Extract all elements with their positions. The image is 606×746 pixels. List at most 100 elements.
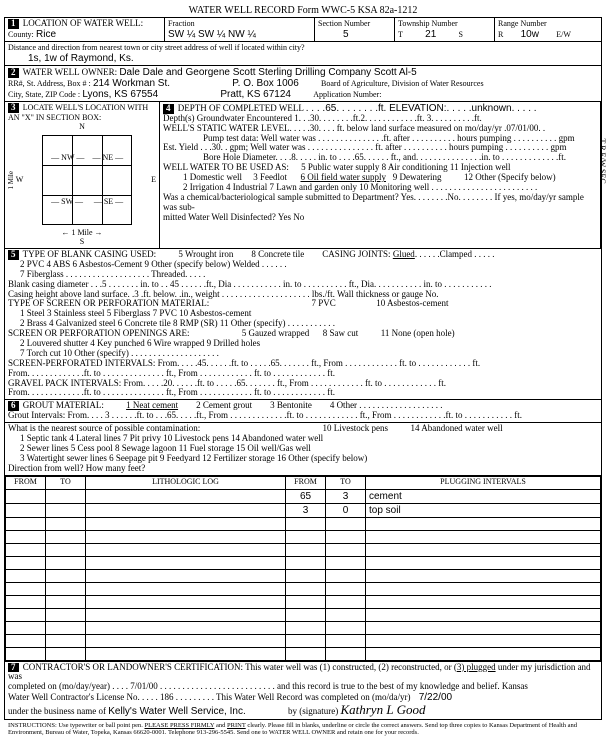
- log-row-1: 30top soil: [6, 503, 601, 517]
- signature: Kathryn L Good: [340, 702, 425, 717]
- section-val: 5: [343, 29, 349, 40]
- log-row-e3: [6, 543, 601, 556]
- grout-opts: 1 Neat cement 2 Cement grout 3 Bentonite…: [126, 400, 442, 410]
- sec4-label: DEPTH OF COMPLETED WELL: [178, 103, 304, 113]
- addr-val: 214 Workman St.: [93, 78, 170, 89]
- appnum-label: Application Number:: [313, 90, 381, 99]
- s5o1a: 5 Gauzed wrapped 8 Saw cut 11 None (open…: [242, 328, 455, 338]
- distance-label: Distance and direction from nearest town…: [8, 43, 305, 52]
- range-val: 10w: [521, 29, 539, 40]
- gravel: GRAVEL PACK INTERVALS: From. . . . .20. …: [8, 378, 446, 388]
- pt0: 3: [326, 489, 366, 503]
- plug-from-h: FROM: [286, 476, 326, 489]
- use-label: WELL WATER TO BE USED AS:: [163, 162, 289, 172]
- log-row-e9: [6, 621, 601, 634]
- plug-h: PLUGGING INTERVALS: [366, 476, 601, 489]
- chem: Was a chemical/bacteriological sample su…: [163, 192, 584, 212]
- pt1: 0: [326, 503, 366, 517]
- pf0: 65: [286, 489, 326, 503]
- section-label: Section Number: [318, 19, 370, 28]
- city-label: City, State, ZIP Code :: [8, 90, 80, 99]
- section-3-num: 3: [8, 103, 19, 113]
- height: Casing height above land surface. .3 .ft…: [8, 289, 438, 299]
- county-label: County:: [8, 30, 34, 39]
- section-5-num: 5: [8, 250, 19, 260]
- section-3-4-row: 3 LOCATE WELL'S LOCATION WITH AN "X" IN …: [4, 101, 602, 248]
- log-row-e4: [6, 556, 601, 569]
- section-1-num: 1: [8, 19, 19, 29]
- chem2: mitted Water Well Disinfected? Yes No: [163, 212, 304, 222]
- log-row-e7: [6, 595, 601, 608]
- township-val: 21: [425, 29, 436, 40]
- range-label: Range Number: [498, 19, 547, 28]
- board-val: Board of Agriculture, Division of Water …: [321, 79, 484, 88]
- distance-row: Distance and direction from nearest town…: [4, 41, 602, 65]
- s5o3: 7 Torch cut 10 Other (specify) . . . . .…: [20, 348, 219, 358]
- blank: Blank casing diameter . . .5 . . . . . .…: [8, 279, 491, 289]
- side-label: OFFICE USE ONLY T R E/W SEC: [597, 138, 606, 211]
- section-2-row: 2 WATER WELL OWNER: Dale Dale and George…: [4, 65, 602, 101]
- log-row-0: 653cement: [6, 489, 601, 503]
- screen-label: TYPE OF SCREEN OR PERFORATION MATERIAL:: [8, 298, 209, 308]
- perf2: From. . . . . . . . . . . . .ft. to . . …: [8, 368, 335, 378]
- log-row-e: [6, 517, 601, 530]
- county-val: Rice: [36, 29, 56, 40]
- s5o2: 2 Louvered shutter 4 Key punched 6 Wire …: [20, 338, 260, 348]
- distance-val: 1s, 1w of Raymond, Ks.: [28, 53, 134, 64]
- s5s1: 1 Steel 3 Stainless steel 5 Fiberglass 7…: [20, 308, 251, 318]
- sec1-label: LOCATION OF WATER WELL:: [23, 18, 143, 28]
- sec3-label: LOCATE WELL'S LOCATION WITH AN "X" IN SE…: [8, 103, 148, 122]
- township-s: S: [459, 30, 463, 39]
- sec6-label: GROUT MATERIAL:: [23, 400, 104, 410]
- c1: 1 Septic tank 4 Lateral lines 7 Pit priv…: [20, 433, 323, 443]
- pump: Pump test data: Well water was . . . . .…: [203, 133, 575, 143]
- biz: Kelly's Water Well Service, Inc.: [108, 706, 246, 717]
- sec7-t4: under the business name of: [8, 706, 108, 716]
- log-lith-h: LITHOLOGIC LOG: [86, 476, 286, 489]
- fraction-label: Fraction: [168, 19, 195, 28]
- township-label: Township Number: [398, 19, 458, 28]
- c3: 3 Watertight sewer lines 6 Seepage pit 9…: [20, 453, 367, 463]
- pf1: 3: [286, 503, 326, 517]
- gravel2: From. . . . . . . . . . . . .ft. to . . …: [8, 387, 335, 397]
- bore: Bore Hole Diameter. . . .8. . . . . in. …: [203, 152, 566, 162]
- dir: Direction from well? How many feet?: [8, 463, 145, 473]
- sec7-label: CONTRACTOR'S OR LANDOWNER'S CERTIFICATIO…: [23, 662, 243, 672]
- sec5-label: TYPE OF BLANK CASING USED:: [23, 249, 157, 259]
- c2: 2 Sewer lines 5 Cess pool 8 Sewage lagoo…: [20, 443, 311, 453]
- s5s2: 2 Brass 4 Galvanized steel 6 Concrete ti…: [20, 318, 335, 328]
- sec2-label: WATER WELL OWNER:: [23, 67, 117, 77]
- range-r: R: [498, 30, 503, 39]
- s5s1a: 7 PVC 10 Asbestos-cement: [312, 298, 449, 308]
- s5r3: 7 Fiberglass . . . . . . . . . . . . . .…: [20, 269, 205, 279]
- owner-val: Dale Dale and Georgene Scott Sterling Dr…: [119, 67, 416, 78]
- log-to-h: TO: [46, 476, 86, 489]
- use-cols: 5 Public water supply 8 Air conditioning…: [301, 162, 510, 172]
- sec7-t2: completed on (mo/day/year) . . . . 7/01/…: [8, 681, 528, 691]
- plug-to-h: TO: [326, 476, 366, 489]
- log-row-e2: [6, 530, 601, 543]
- section-grid[interactable]: — NW — — NE — — SW — — SE —: [42, 135, 132, 225]
- contam-row: What is the nearest source of possible c…: [4, 422, 602, 474]
- contam-label: What is the nearest source of possible c…: [8, 423, 200, 433]
- log-row-e5: [6, 569, 601, 582]
- log-table: FROM TO LITHOLOGIC LOG FROM TO PLUGGING …: [5, 476, 601, 661]
- log-row-e6: [6, 582, 601, 595]
- city-val: Lyons, KS 67554: [82, 89, 158, 100]
- township-t: T: [398, 30, 403, 39]
- c0: 10 Livestock pens 14 Abandoned water wel…: [322, 423, 502, 433]
- grout-int: Grout Intervals: From. . . . 3 . . . . .…: [8, 410, 522, 420]
- sig-label: by (signature): [288, 706, 338, 716]
- addr-label: RR#, St. Address, Box # :: [8, 79, 91, 88]
- section-5-row: 5 TYPE OF BLANK CASING USED: 5 Wrought i…: [4, 248, 602, 399]
- city2-val: Pratt, KS 67124: [220, 89, 291, 100]
- section-6-row: 6 GROUT MATERIAL: 1 Neat cement 2 Cement…: [4, 399, 602, 422]
- s5r2: 2 PVC 4 ABS 6 Asbestos-Cement 9 Other (s…: [20, 259, 287, 269]
- log-row-e8: [6, 608, 601, 621]
- perf: SCREEN-PERFORATED INTERVALS: From. . . .…: [8, 358, 480, 368]
- est: Est. Yield . . .30. . gpm; Well water wa…: [163, 142, 567, 152]
- gw: Depth(s) Groundwater Encountered 1. . .3…: [163, 113, 482, 123]
- p1: top soil: [366, 503, 601, 517]
- section-1-row: 1 LOCATION OF WATER WELL: County: Rice F…: [4, 17, 602, 41]
- section-2-num: 2: [8, 68, 19, 78]
